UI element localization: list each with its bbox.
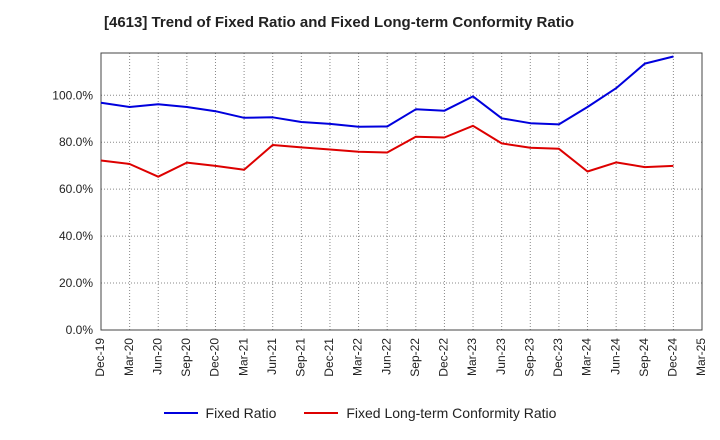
x-tick-label: Dec-20: [208, 338, 222, 377]
y-tick-label: 40.0%: [59, 229, 93, 243]
x-tick-label: Sep-20: [179, 338, 193, 377]
x-tick-label: Sep-21: [294, 338, 308, 377]
y-tick-label: 60.0%: [59, 182, 93, 196]
x-tick-label: Mar-21: [236, 338, 250, 376]
x-tick-label: Jun-21: [265, 338, 279, 375]
y-tick-label: 100.0%: [52, 88, 93, 102]
x-tick-label: Sep-24: [637, 338, 651, 377]
x-tick-label: Sep-23: [522, 338, 536, 377]
legend-item-fixed-long-term-conformity-ratio: Fixed Long-term Conformity Ratio: [304, 405, 556, 421]
legend-label-fixed-long-term-conformity-ratio: Fixed Long-term Conformity Ratio: [346, 405, 557, 421]
x-tick-label: Mar-20: [122, 338, 136, 376]
x-tick-label: Dec-24: [666, 338, 680, 377]
x-tick-label: Mar-25: [694, 338, 708, 376]
y-tick-label: 80.0%: [59, 135, 93, 149]
legend-swatch-fixed-ratio: [163, 412, 198, 414]
legend-label-fixed-ratio: Fixed Ratio: [205, 405, 277, 421]
x-tick-label: Jun-24: [608, 338, 622, 375]
x-tick-label: Dec-23: [551, 338, 565, 377]
legend-item-fixed-ratio: Fixed Ratio: [163, 405, 277, 421]
x-tick-label: Dec-19: [93, 338, 107, 377]
plot-area-border: [100, 52, 703, 331]
x-tick-label: Sep-22: [408, 338, 422, 377]
x-tick-label: Dec-22: [437, 338, 451, 377]
y-tick-label: 0.0%: [66, 323, 94, 337]
y-tick-label: 20.0%: [59, 276, 93, 290]
x-tick-label: Jun-22: [379, 338, 393, 375]
series-line-fixed-long-term-conformity-ratio: [100, 124, 674, 178]
chart-legend: Fixed Ratio Fixed Long-term Conformity R…: [0, 405, 720, 421]
x-tick-label: Jun-20: [150, 338, 164, 375]
x-tick-label: Dec-21: [322, 338, 336, 377]
x-tick-label: Jun-23: [494, 338, 508, 375]
x-tick-label: Mar-22: [351, 338, 365, 376]
x-tick-label: Mar-24: [580, 338, 594, 376]
x-tick-label: Mar-23: [465, 338, 479, 376]
legend-swatch-fixed-long-term-conformity-ratio: [304, 412, 339, 414]
series-line-fixed-ratio: [100, 55, 674, 128]
chart-title: [4613] Trend of Fixed Ratio and Fixed Lo…: [104, 14, 575, 31]
